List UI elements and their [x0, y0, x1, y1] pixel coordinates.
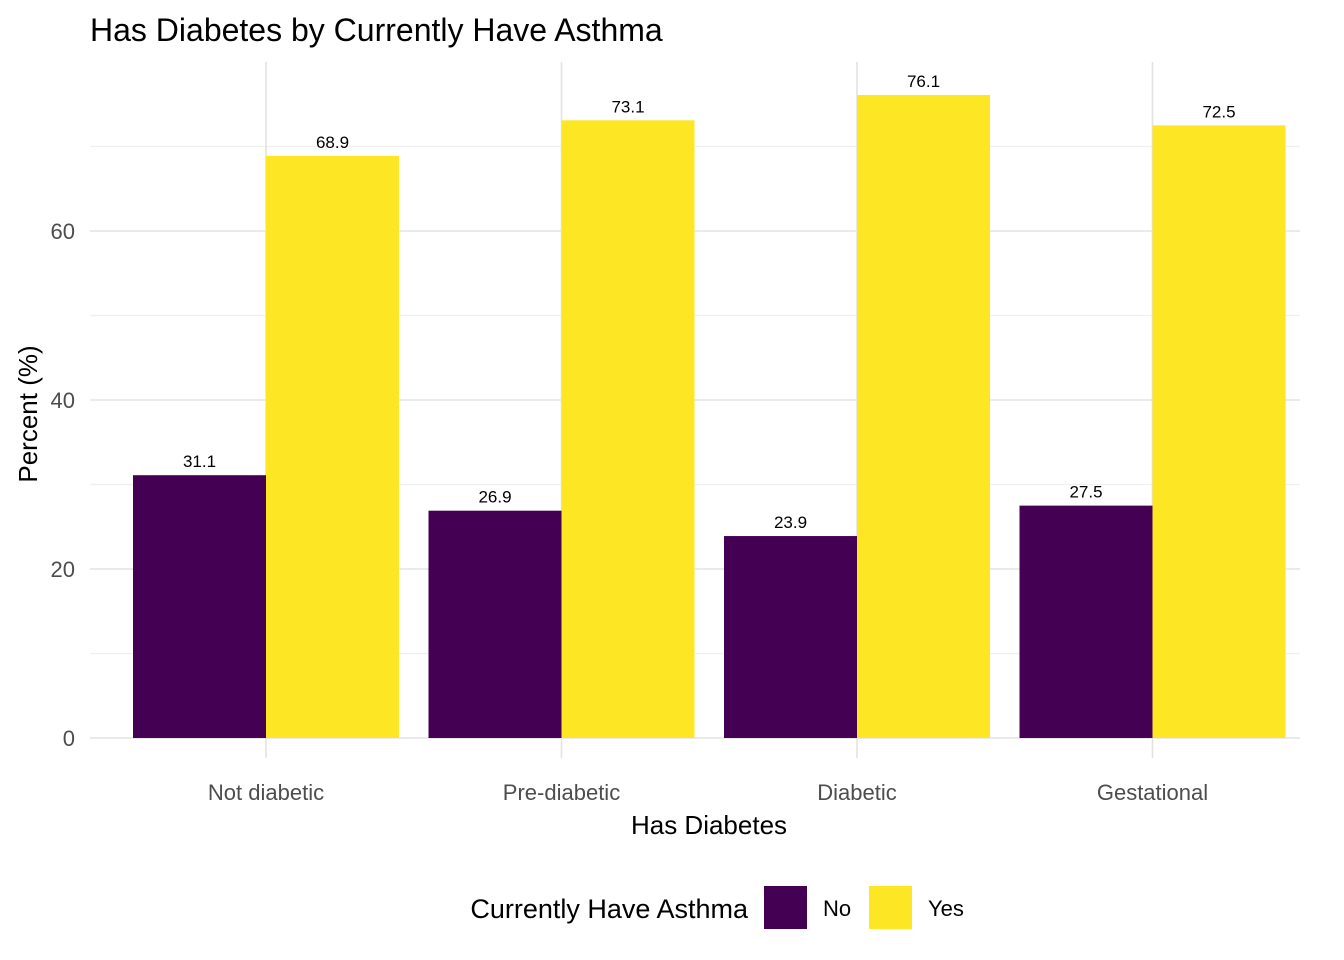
legend-swatch-yes — [869, 886, 912, 929]
legend-title: Currently Have Asthma — [470, 894, 749, 924]
bar-yes-2 — [857, 94, 990, 738]
data-label: 72.5 — [1202, 102, 1235, 121]
x-tick-label: Gestational — [1097, 780, 1208, 805]
legend: Currently Have Asthma No Yes — [470, 886, 964, 929]
bar-no-0 — [133, 475, 266, 738]
x-tick-label: Not diabetic — [208, 780, 324, 805]
x-tick-label: Diabetic — [817, 780, 896, 805]
y-tick-label: 0 — [63, 726, 75, 751]
y-axis-title: Percent (%) — [13, 345, 43, 482]
data-label: 76.1 — [907, 72, 940, 91]
bar-no-2 — [724, 536, 857, 738]
y-tick-label: 60 — [51, 219, 75, 244]
legend-label-yes: Yes — [928, 896, 964, 921]
x-axis-ticks: Not diabetic Pre-diabetic Diabetic Gestatio… — [208, 780, 1208, 805]
bar-yes-0 — [266, 155, 399, 739]
data-label: 31.1 — [183, 452, 216, 471]
data-label: 23.9 — [774, 513, 807, 532]
bar-no-1 — [428, 510, 562, 738]
bar-yes-1 — [561, 120, 695, 739]
data-label: 73.1 — [611, 97, 644, 116]
legend-label-no: No — [823, 896, 851, 921]
legend-swatch-no — [764, 886, 807, 929]
bar-no-3 — [1019, 505, 1153, 738]
x-tick-label: Pre-diabetic — [503, 780, 620, 805]
y-axis-ticks: 0 20 40 60 — [51, 219, 75, 751]
chart-title: Has Diabetes by Currently Have Asthma — [90, 12, 663, 48]
data-label: 68.9 — [316, 133, 349, 152]
bar-yes-3 — [1152, 125, 1286, 738]
data-labels: 31.1 26.9 23.9 27.5 68.9 73.1 76.1 72.5 — [183, 72, 1236, 532]
x-axis-title: Has Diabetes — [631, 810, 787, 840]
y-tick-label: 40 — [51, 388, 75, 413]
y-tick-label: 20 — [51, 557, 75, 582]
data-label: 27.5 — [1069, 483, 1102, 502]
data-label: 26.9 — [478, 488, 511, 507]
bars — [133, 94, 1286, 739]
